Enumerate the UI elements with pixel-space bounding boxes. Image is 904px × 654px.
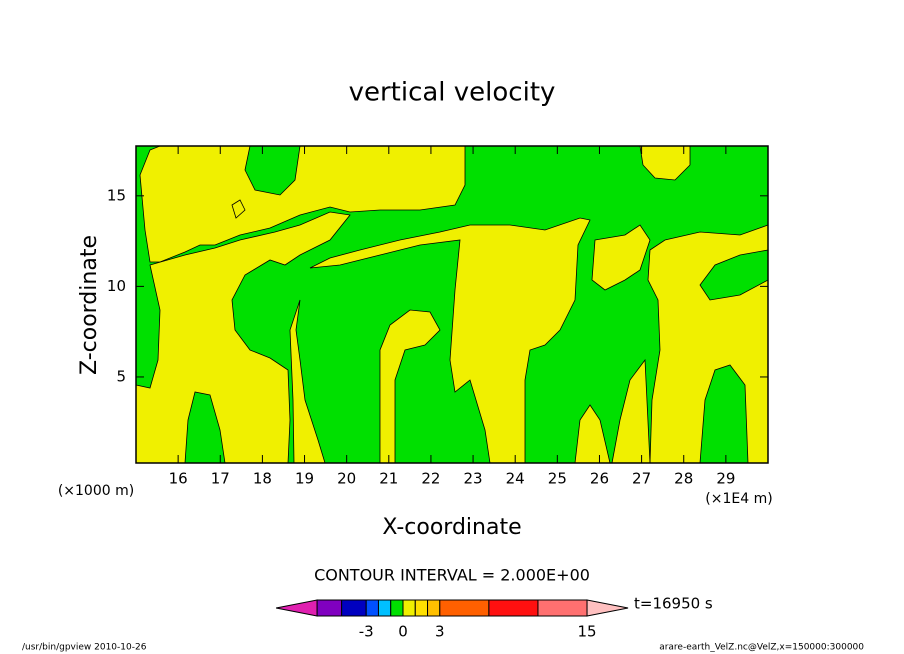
colorbar-extension	[276, 599, 318, 617]
x-axis-label: X-coordinate	[382, 515, 521, 540]
colorbar-tick-label: 0	[398, 623, 408, 641]
colorbar-segment	[414, 599, 429, 617]
colorbar-segment	[427, 599, 441, 617]
colorbar-segment	[316, 599, 343, 617]
x-tick-label: 26	[590, 470, 609, 488]
chart-title: vertical velocity	[349, 78, 556, 108]
x-tick-label: 20	[337, 470, 356, 488]
contour-note: CONTOUR INTERVAL = 2.000E+00	[314, 566, 590, 585]
colorbar-extension	[586, 599, 629, 617]
x-tick-label: 16	[169, 470, 188, 488]
y-tick-label: 5	[116, 367, 126, 385]
x-tick-label: 22	[421, 470, 440, 488]
x-tick-label: 25	[548, 470, 567, 488]
field-region	[591, 224, 651, 291]
y-tick-label: 15	[107, 186, 126, 204]
y-unit-note: (×1000 m)	[58, 483, 134, 499]
colorbar-segment	[390, 599, 404, 617]
colorbar-segment	[365, 599, 379, 617]
footer-left: /usr/bin/gpview 2010-10-26	[22, 643, 147, 653]
field-region	[139, 145, 466, 263]
y-axis-label: Z-coordinate	[77, 235, 102, 375]
plot-frame	[135, 145, 769, 464]
field-region	[309, 217, 591, 464]
x-tick-label: 23	[464, 470, 483, 488]
field-region	[379, 309, 441, 464]
colorbar-tick-label: 15	[578, 623, 597, 641]
x-tick-label: 27	[632, 470, 651, 488]
x-tick-label: 18	[253, 470, 272, 488]
y-tick-label: 10	[107, 277, 126, 295]
field-region	[289, 299, 326, 464]
colorbar-tick-label: -3	[359, 623, 374, 641]
x-tick-label: 28	[674, 470, 693, 488]
colorbar-segment	[439, 599, 490, 617]
x-tick-label: 17	[211, 470, 230, 488]
x-tick-label: 19	[295, 470, 314, 488]
time-note: t=16950 s	[634, 595, 713, 613]
colorbar-tick-label: 3	[435, 623, 445, 641]
x-tick-label: 21	[379, 470, 398, 488]
colorbar-segment	[341, 599, 367, 617]
colorbar-segment	[402, 599, 416, 617]
field-region	[231, 199, 246, 219]
field-regions	[135, 145, 769, 464]
x-tick-label: 29	[716, 470, 735, 488]
colorbar-segment	[377, 599, 392, 617]
x-unit-note: (×1E4 m)	[705, 491, 772, 507]
colorbar-segment	[537, 599, 588, 617]
x-tick-label: 24	[506, 470, 525, 488]
colorbar-segment	[488, 599, 539, 617]
footer-right: arare-earth_VelZ.nc@VelZ,x=150000:300000	[659, 643, 864, 653]
contour-field	[135, 145, 769, 464]
